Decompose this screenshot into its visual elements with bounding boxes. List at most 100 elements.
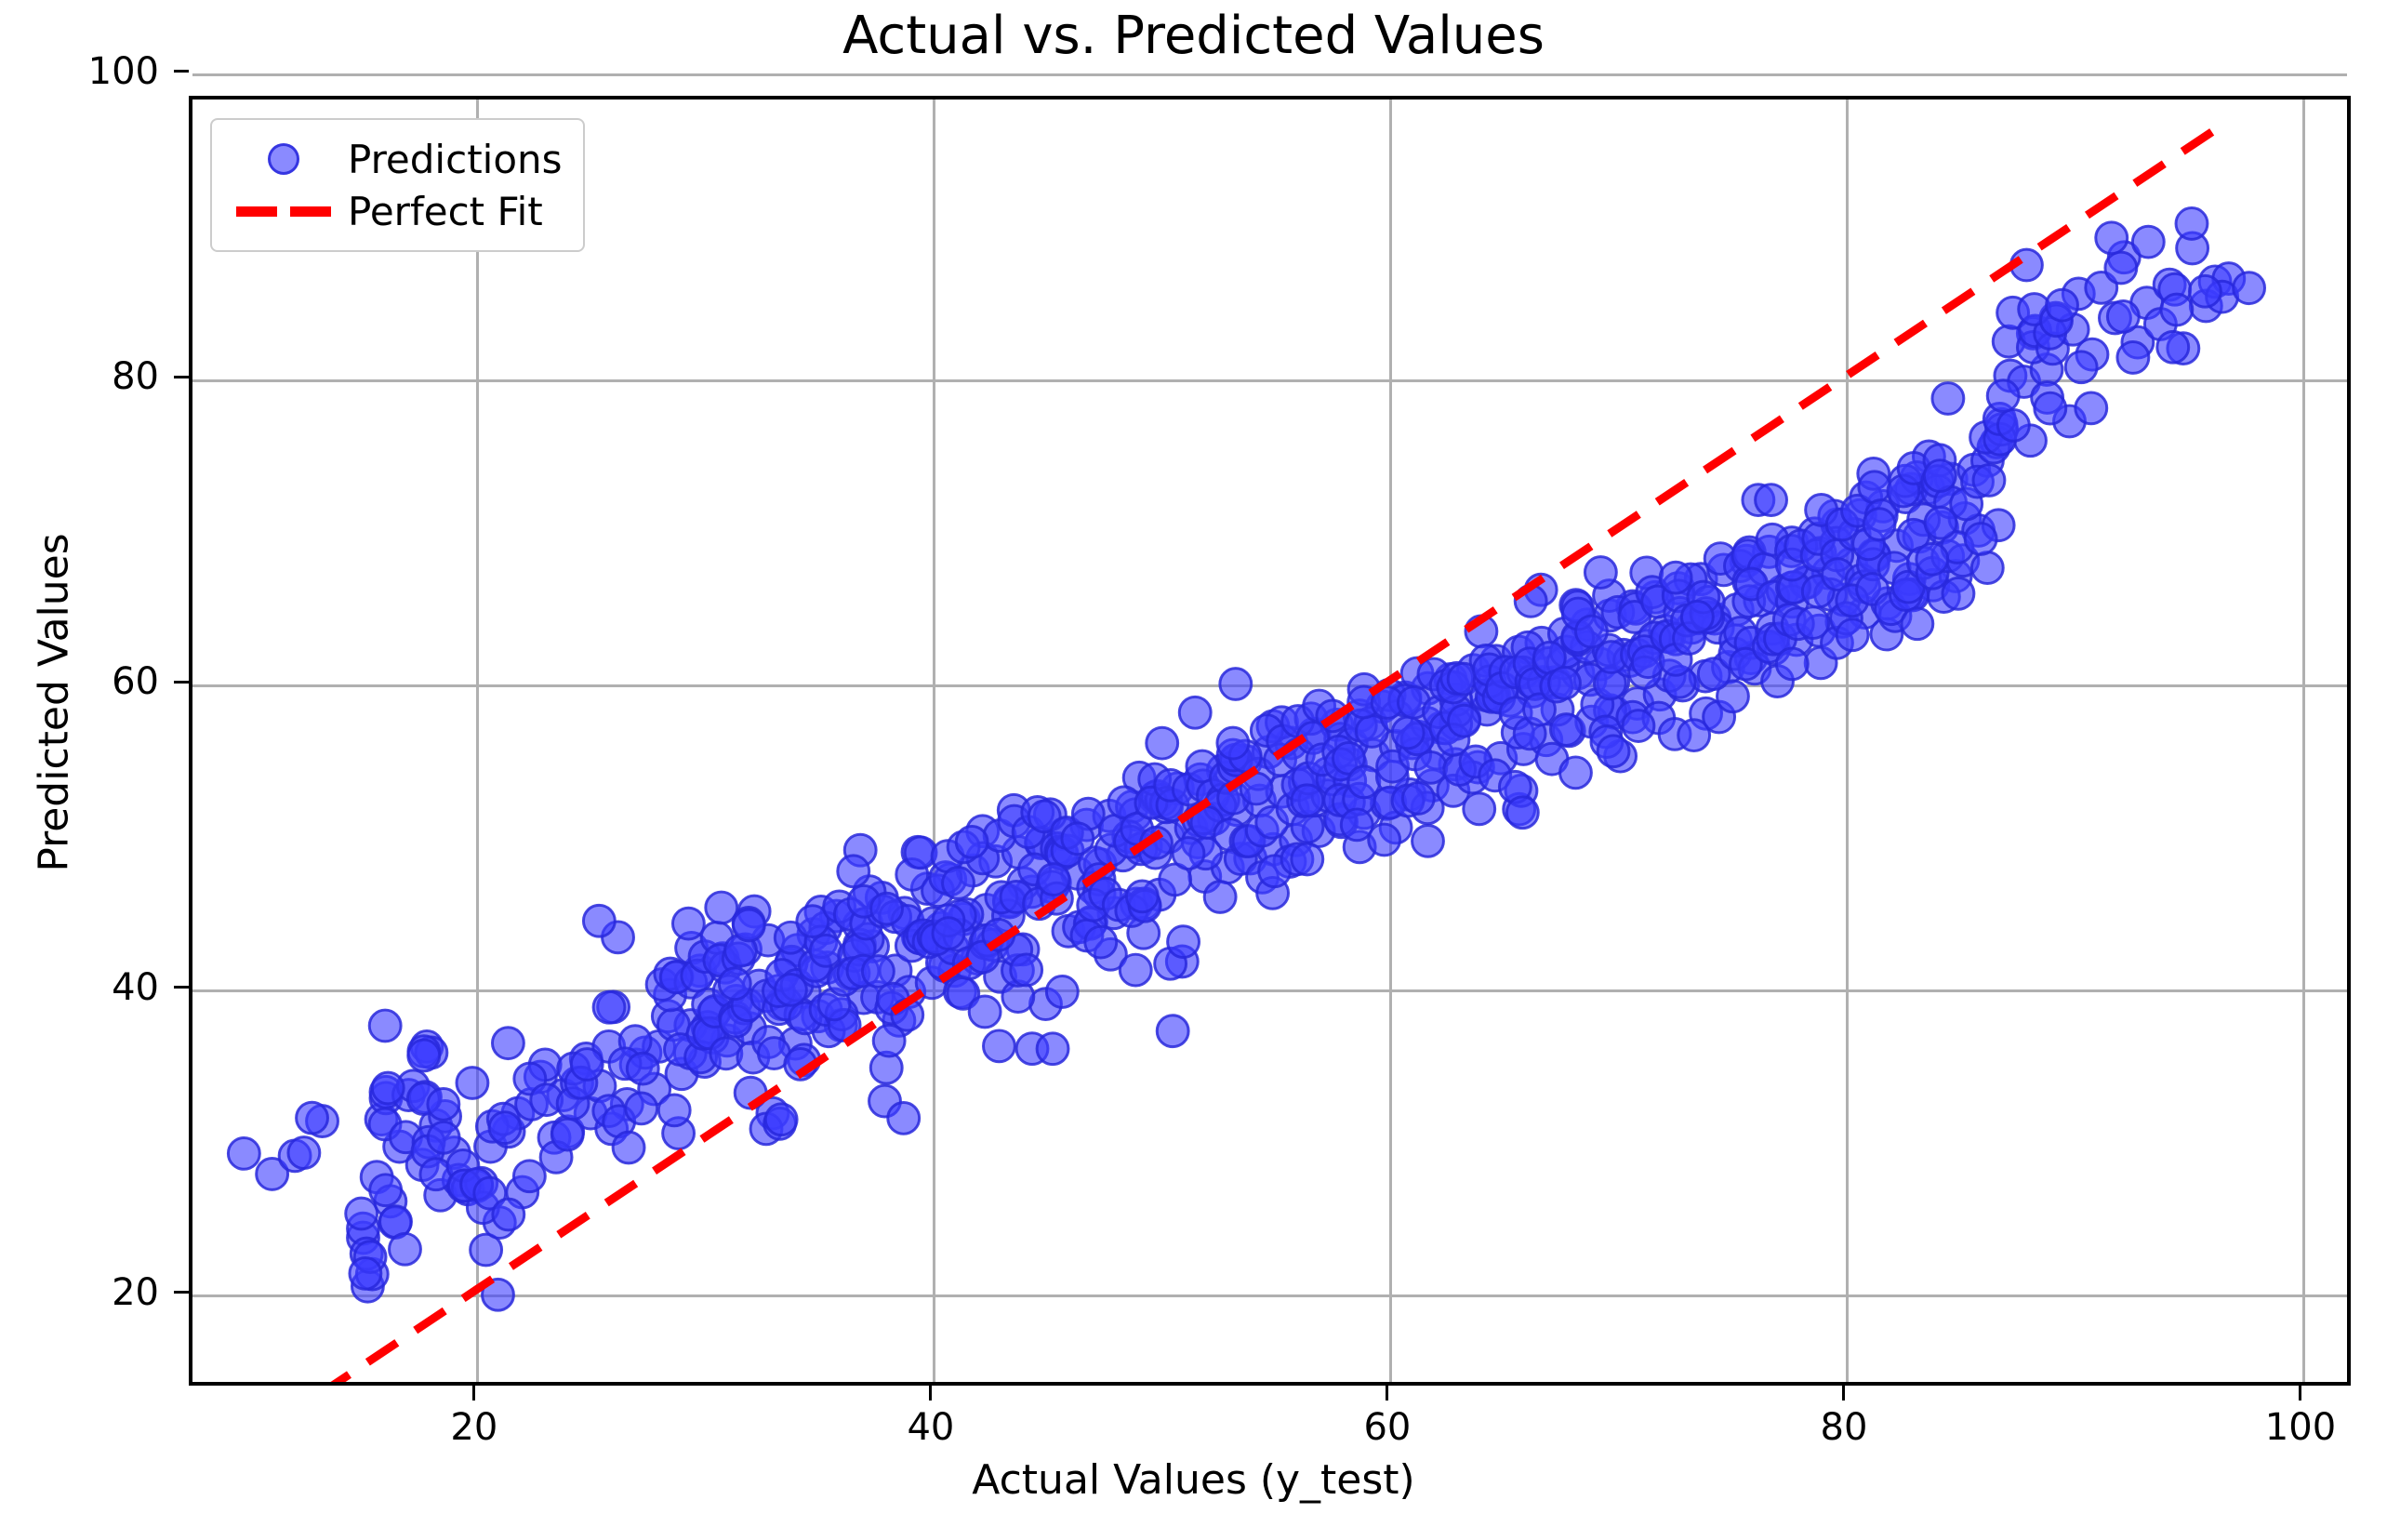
scatter-point (1774, 646, 1810, 682)
scatter-point (1035, 1031, 1070, 1067)
legend-marker-icon (229, 143, 338, 175)
legend-item-perfect-fit[interactable]: Perfect Fit (229, 185, 563, 237)
scatter-point (344, 1196, 379, 1231)
scatter-point (426, 1120, 461, 1155)
scatter-point (1835, 617, 1870, 653)
scatter-point (295, 1100, 329, 1135)
legend-item-predictions[interactable]: Predictions (229, 133, 563, 185)
tick-mark-x (1386, 1386, 1389, 1401)
tick-mark-x (472, 1386, 476, 1401)
x-tick-label: 80 (1820, 1406, 1868, 1449)
scatter-point (1716, 679, 1750, 714)
scatter-point (625, 1051, 660, 1086)
legend-dashed-line-icon (229, 206, 338, 217)
scatter-point (255, 1157, 290, 1191)
gridline-horizontal (192, 1294, 2347, 1298)
scatter-point (1547, 666, 1582, 700)
scatter-point (886, 1101, 922, 1135)
scatter-point (624, 1091, 659, 1126)
scatter-point (2105, 299, 2141, 334)
scatter-point (1331, 740, 1366, 776)
gridline-vertical (933, 100, 936, 1382)
gridline-horizontal (192, 989, 2347, 993)
scatter-point (2174, 206, 2209, 241)
chart-legend: Predictions Perfect Fit (210, 118, 585, 252)
scatter-point (1754, 483, 1788, 517)
x-tick-label: 100 (2264, 1406, 2337, 1449)
tick-mark-x (1842, 1386, 1846, 1401)
x-axis-label: Actual Values (y_test) (972, 1456, 1415, 1504)
scatter-point (1574, 614, 1609, 649)
y-tick-label: 20 (112, 1270, 159, 1314)
scatter-point (2045, 287, 2079, 323)
scatter-point (1411, 823, 1445, 858)
scatter-point (1696, 657, 1731, 692)
scatter-point (1124, 879, 1160, 914)
scatter-point (1922, 458, 1957, 493)
scatter-point (569, 1047, 604, 1082)
scatter-point (1218, 667, 1253, 701)
scatter-point (982, 1029, 1016, 1064)
scatter-point (1009, 952, 1044, 988)
scatter-point (1941, 576, 1976, 611)
scatter-point (1215, 725, 1251, 761)
scatter-point (368, 1173, 404, 1208)
x-tick-label: 40 (907, 1406, 955, 1449)
scatter-point (860, 954, 895, 989)
scatter-point (1171, 836, 1206, 870)
scatter-point (717, 966, 752, 1002)
scatter-point (869, 891, 904, 926)
scatter-point (1044, 975, 1080, 1009)
scatter-point (1930, 381, 1966, 416)
scatter-point (348, 1255, 383, 1291)
scatter-point (1060, 821, 1095, 856)
scatter-point (472, 1175, 508, 1211)
plot-area: Predictions Perfect Fit (189, 73, 2351, 1386)
scatter-point (487, 1110, 523, 1146)
scatter-point (1367, 822, 1402, 857)
scatter-point (773, 972, 808, 1007)
scatter-point (1923, 505, 1958, 540)
scatter-point (490, 1026, 525, 1061)
scatter-point (2159, 292, 2195, 327)
scatter-point (1963, 522, 1998, 556)
y-tick-label: 60 (112, 660, 159, 704)
scatter-point (2115, 340, 2151, 375)
scatter-point (611, 1130, 646, 1165)
y-tick-label: 40 (112, 965, 159, 1009)
scatter-point (1985, 378, 2021, 414)
scatter-point (1462, 791, 1497, 827)
gridline-vertical (476, 100, 480, 1382)
scatter-point (591, 989, 627, 1025)
scatter-point (1339, 807, 1374, 843)
scatter-point (2094, 220, 2129, 256)
scatter-point (491, 1197, 526, 1232)
tick-mark-y (174, 986, 189, 989)
gridline-vertical (1846, 100, 1850, 1382)
scatter-point (1202, 880, 1238, 914)
scatter-point (656, 1093, 692, 1128)
tick-mark-x (2299, 1386, 2302, 1401)
scatter-point (1658, 560, 1693, 595)
scatter-point (2187, 273, 2222, 309)
scatter-point (550, 1117, 585, 1152)
scatter-points (226, 206, 2267, 1312)
scatter-point (511, 1159, 547, 1194)
scatter-point (481, 1277, 515, 1312)
scatter-point (581, 903, 617, 938)
scatter-point (795, 904, 830, 939)
scatter-point (2074, 391, 2109, 426)
gridline-horizontal (192, 378, 2347, 382)
scatter-point (286, 1135, 322, 1170)
scatter-point (1679, 599, 1715, 634)
scatter-point (1145, 725, 1180, 761)
tick-mark-y (174, 70, 189, 73)
scatter-point (670, 906, 706, 941)
scatter-point (704, 890, 739, 925)
tick-mark-y (174, 680, 189, 684)
scatter-point (1728, 646, 1763, 682)
scatter-point (1558, 755, 1593, 790)
scatter-point (871, 1023, 907, 1058)
scatter-point (1118, 952, 1153, 988)
